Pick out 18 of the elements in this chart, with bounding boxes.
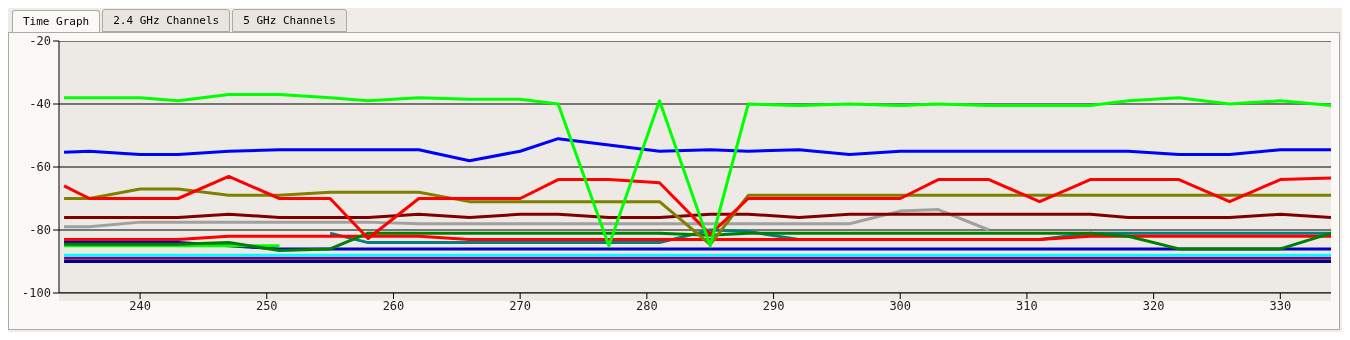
y-tick-label: -40 <box>29 97 51 112</box>
x-tick-label: 290 <box>762 298 785 313</box>
y-tick-label: -100 <box>22 286 51 301</box>
x-tick-label: 280 <box>636 298 658 313</box>
x-tick-label: 270 <box>509 298 532 313</box>
x-tick-label: 300 <box>889 298 912 313</box>
x-tick-label: 260 <box>382 298 405 313</box>
x-tick-label: 320 <box>1142 298 1165 313</box>
y-tick-label: -20 <box>29 34 51 49</box>
x-tick-label: 310 <box>1016 298 1038 313</box>
text: 2.4 GHz Channels <box>102 9 231 32</box>
x-tick-label: 240 <box>129 298 151 313</box>
y-tick-label: -60 <box>29 160 51 175</box>
text: 5 GHz Channels <box>232 9 347 32</box>
x-tick-label: 250 <box>255 298 278 313</box>
text: Time Graph <box>12 10 101 32</box>
y-tick-label: -80 <box>29 223 51 238</box>
x-tick-label: 330 <box>1269 298 1292 313</box>
